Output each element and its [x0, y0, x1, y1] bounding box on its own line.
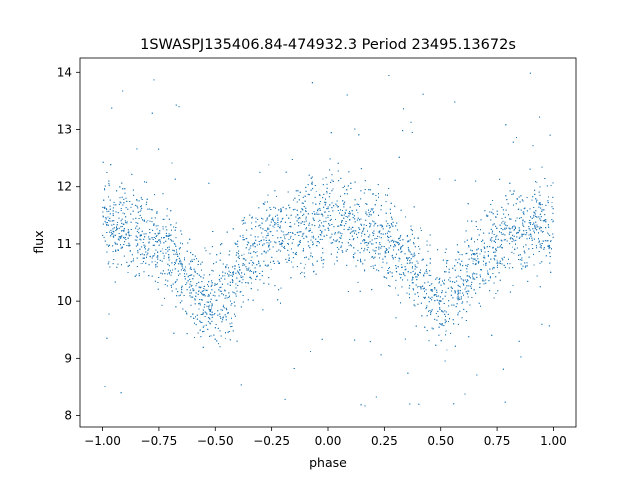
- data-point: [309, 228, 311, 229]
- data-point: [362, 230, 364, 232]
- data-point: [491, 241, 493, 243]
- data-point: [379, 236, 381, 238]
- data-point: [512, 246, 513, 248]
- data-point: [317, 220, 319, 222]
- data-point: [348, 245, 350, 247]
- data-point: [496, 259, 498, 261]
- data-point: [357, 212, 359, 214]
- data-point: [401, 264, 403, 266]
- data-point: [482, 264, 484, 266]
- data-point: [242, 223, 244, 225]
- data-point: [224, 338, 226, 339]
- data-point: [315, 190, 317, 192]
- plot-area: [80, 58, 576, 427]
- data-point: [536, 182, 538, 184]
- data-point: [472, 260, 474, 262]
- data-point: [492, 208, 494, 210]
- data-point: [209, 304, 211, 306]
- data-point: [462, 282, 464, 284]
- data-point: [126, 221, 128, 223]
- data-point: [446, 349, 448, 351]
- data-point: [243, 253, 245, 255]
- data-points: [102, 72, 554, 407]
- data-point: [459, 254, 461, 256]
- data-point: [551, 202, 553, 204]
- data-point: [270, 268, 272, 270]
- data-point: [412, 256, 414, 258]
- data-point: [247, 282, 249, 284]
- data-point: [513, 252, 515, 254]
- data-point: [475, 263, 477, 264]
- data-point: [154, 260, 156, 262]
- data-point: [522, 211, 524, 213]
- data-point: [224, 275, 226, 277]
- data-point: [491, 239, 493, 241]
- data-point: [408, 262, 410, 264]
- data-point: [465, 287, 467, 289]
- data-point: [273, 226, 275, 228]
- data-point: [161, 248, 163, 250]
- data-point: [303, 232, 305, 234]
- data-point: [164, 218, 166, 220]
- data-point: [147, 220, 149, 222]
- data-point: [223, 304, 224, 306]
- data-point: [364, 242, 366, 244]
- data-point: [140, 263, 142, 265]
- data-point: [256, 251, 258, 252]
- data-point: [268, 164, 270, 166]
- data-point: [552, 221, 554, 223]
- data-point: [304, 263, 306, 265]
- data-point: [141, 262, 143, 264]
